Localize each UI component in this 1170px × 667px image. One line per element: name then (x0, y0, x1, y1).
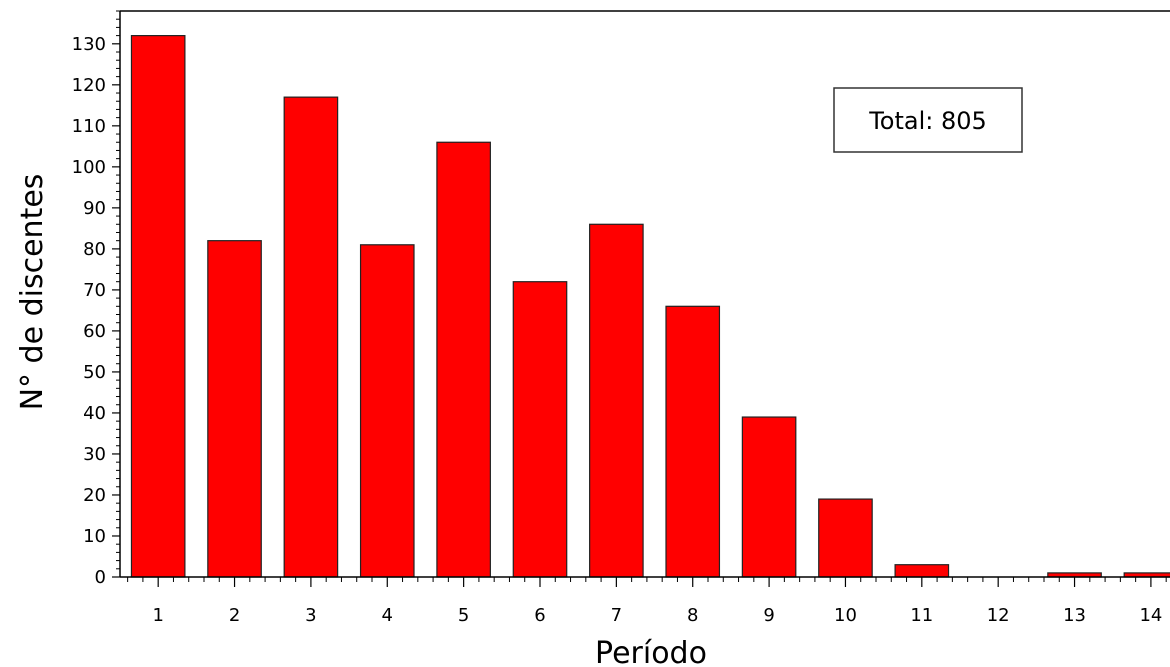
y-tick-label: 120 (72, 75, 106, 96)
y-tick-label: 0 (95, 567, 106, 588)
y-tick-label: 50 (83, 362, 106, 383)
bar-9 (741, 416, 797, 578)
x-tick-label: 5 (458, 605, 469, 626)
x-tick-label: 11 (910, 605, 933, 626)
bars-group (130, 35, 1170, 578)
y-tick-label: 130 (72, 34, 106, 55)
x-tick-label: 9 (763, 605, 774, 626)
x-tick-label: 1 (152, 605, 163, 626)
y-tick-label: 110 (72, 116, 106, 137)
bar-1 (130, 35, 186, 578)
bar-4 (359, 244, 415, 578)
bar-11 (894, 564, 950, 578)
x-tick-label: 2 (229, 605, 240, 626)
y-tick-label: 10 (83, 526, 106, 547)
x-tick-label: 10 (834, 605, 857, 626)
bar-3 (283, 96, 339, 578)
axes-group (119, 10, 1170, 578)
x-tick-label: 7 (611, 605, 622, 626)
y-tick-label: 30 (83, 444, 106, 465)
total-annotation-text: Total: 805 (868, 107, 987, 135)
x-tick-label: 8 (687, 605, 698, 626)
y-tick-label: 20 (83, 485, 106, 506)
x-tick-label: 14 (1139, 605, 1162, 626)
bar-2 (207, 240, 262, 578)
x-tick-label: 6 (534, 605, 545, 626)
y-tick-label: 80 (83, 239, 106, 260)
y-tick-label: 40 (83, 403, 106, 424)
total-annotation-box (833, 87, 1023, 153)
x-tick-label: 13 (1063, 605, 1086, 626)
x-tick-label: 4 (382, 605, 393, 626)
y-tick-label: 90 (83, 198, 106, 219)
bar-7 (589, 223, 644, 578)
y-tick-label: 70 (83, 280, 106, 301)
y-tick-label: 100 (72, 157, 106, 178)
total-annotation: Total: 805 (833, 87, 1023, 153)
y-tick-label: 60 (83, 321, 106, 342)
bar-8 (665, 305, 721, 578)
x-tick-label: 3 (305, 605, 316, 626)
y-axis-title: N° de discentes (15, 174, 50, 411)
x-axis-title: Período (595, 636, 707, 667)
bar-6 (512, 281, 568, 578)
bar-10 (818, 498, 873, 578)
x-tick-label: 12 (987, 605, 1010, 626)
bar-5 (436, 141, 491, 578)
